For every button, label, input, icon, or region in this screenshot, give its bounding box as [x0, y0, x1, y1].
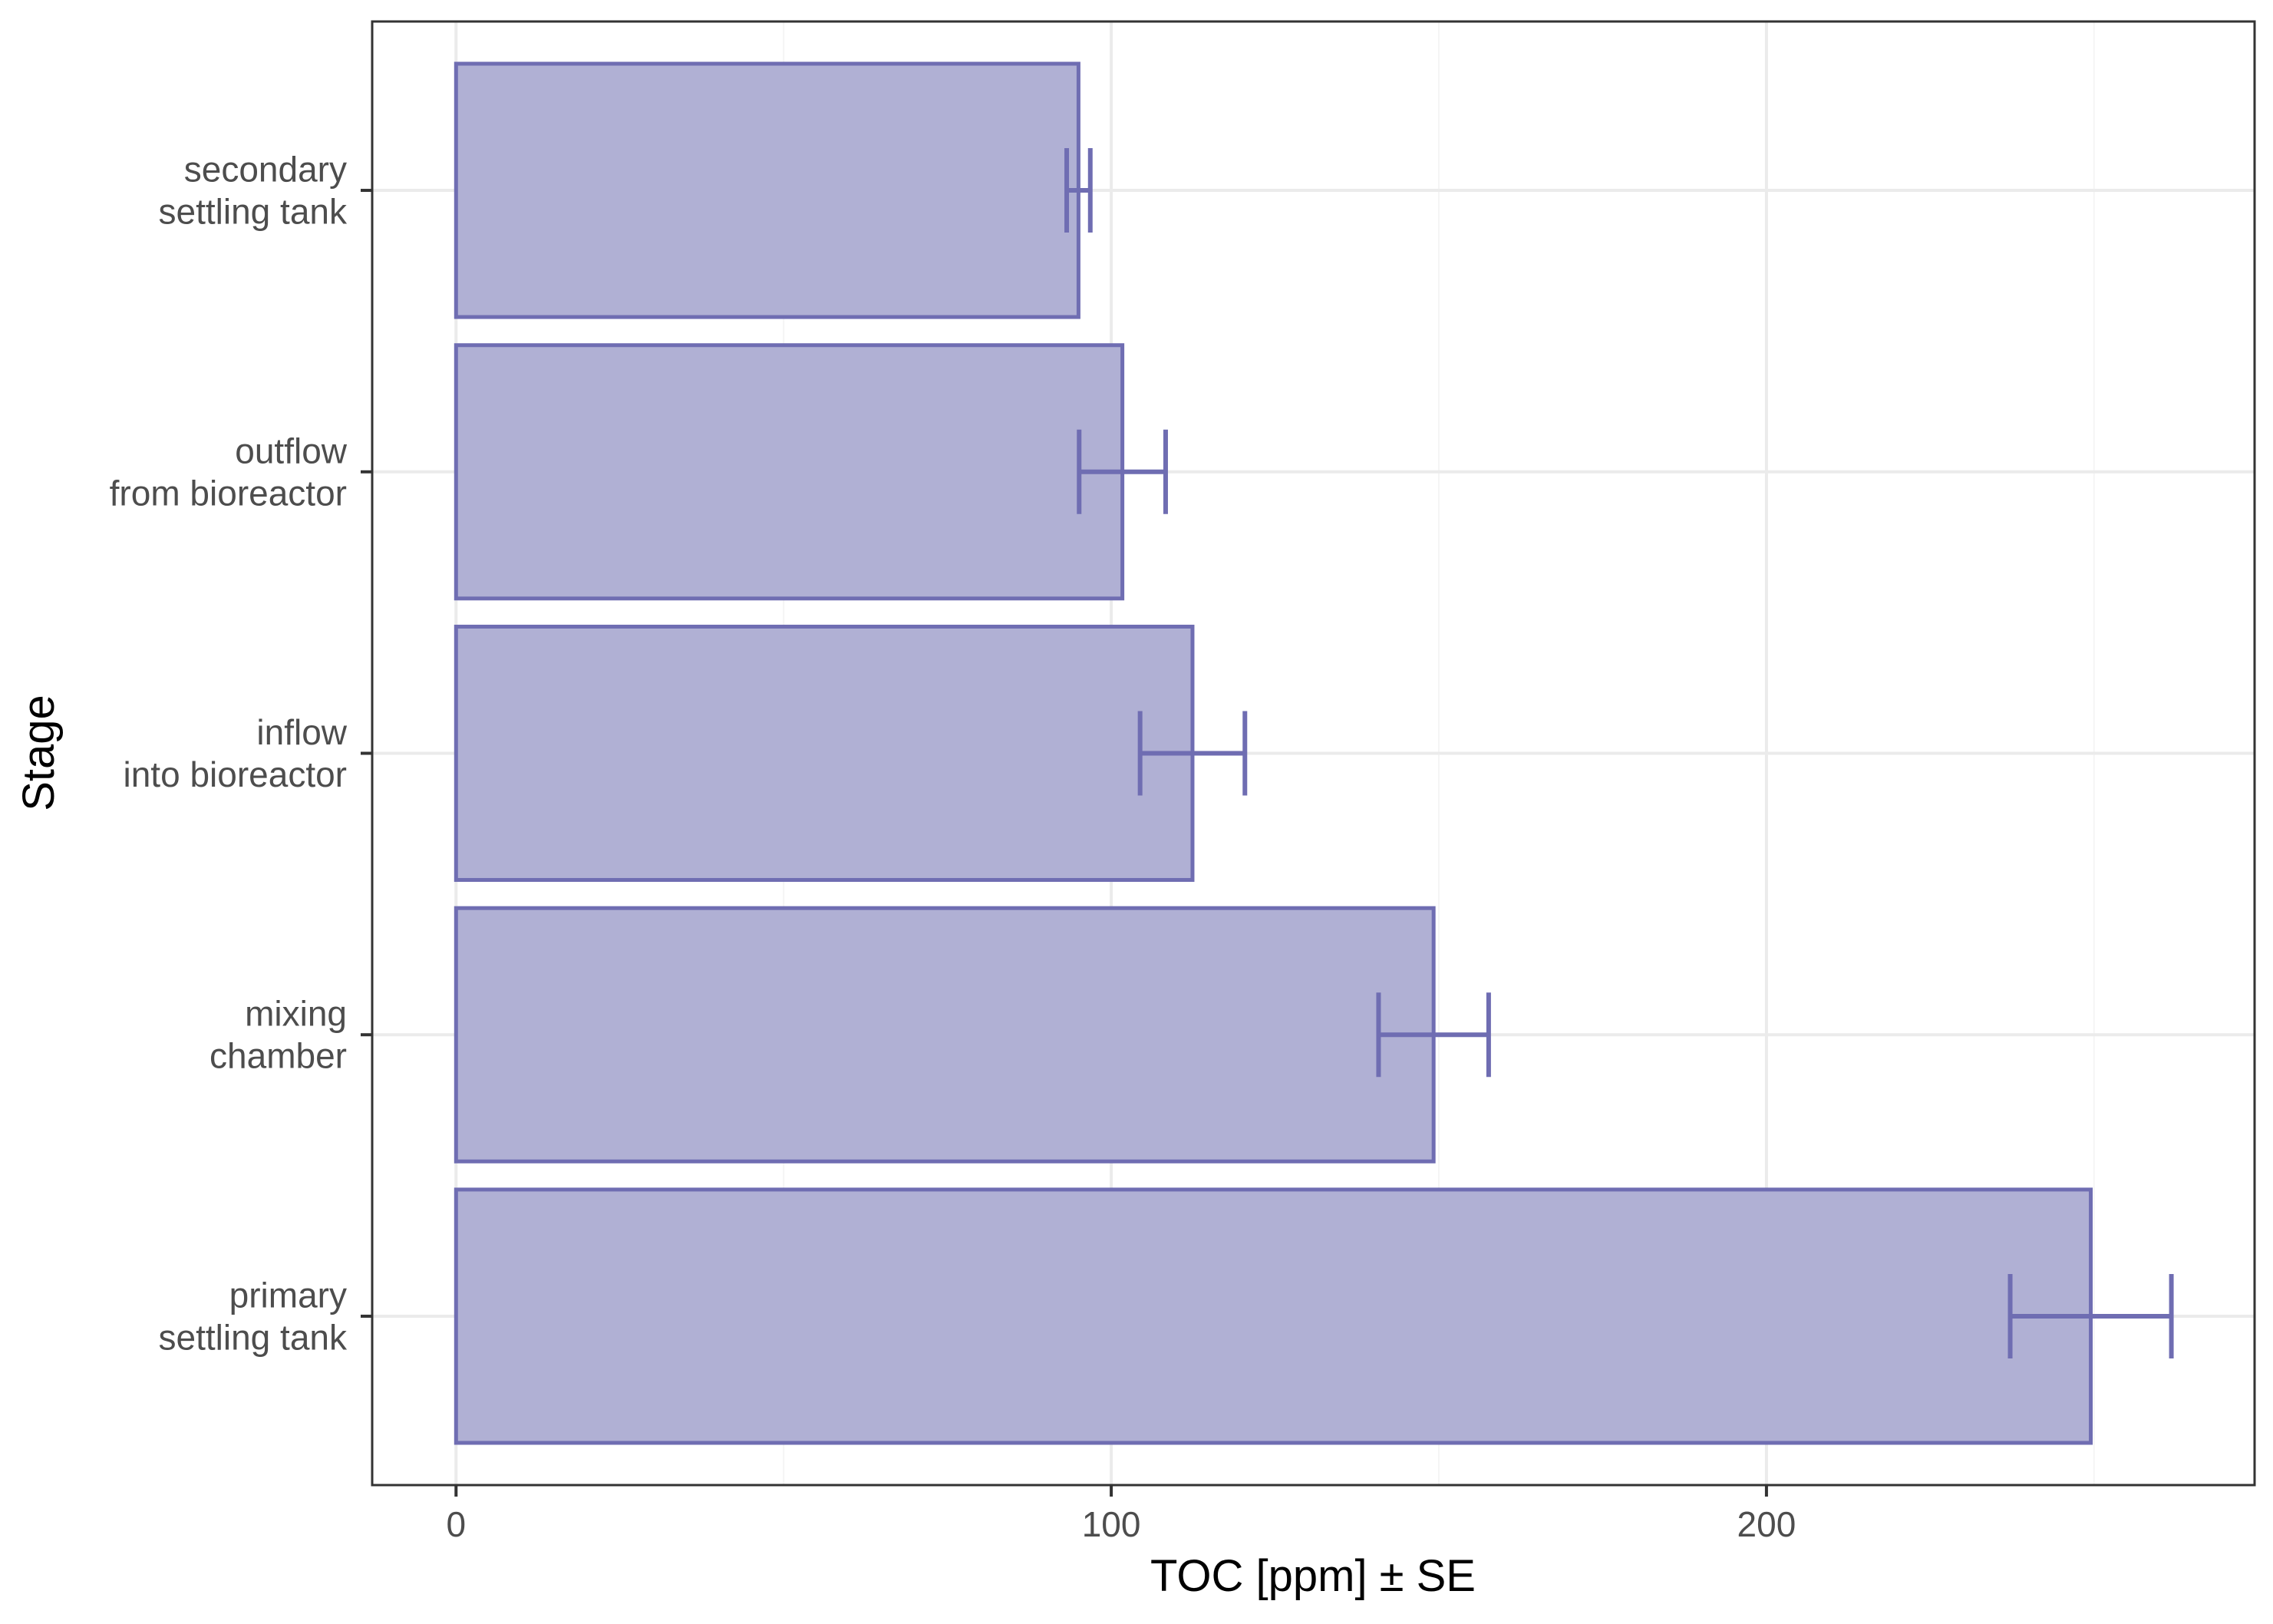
error-bar [1137, 711, 1248, 796]
y-tick-label: outflow from bioreactor [110, 431, 348, 513]
y-tick-label: primary settling tank [159, 1275, 348, 1357]
error-bar [2007, 1273, 2174, 1358]
x-axis-title: TOC [ppm] ± SE [1150, 1551, 1476, 1601]
error-bar [1077, 429, 1168, 514]
bar [454, 343, 1125, 601]
bars [454, 61, 2093, 1445]
bar [454, 61, 1080, 319]
bar [454, 906, 1436, 1164]
y-tick-label-line: chamber [209, 1036, 347, 1076]
y-tick-label-line: inflow [256, 712, 347, 752]
x-axis-ticks: 0 100 200 [446, 1485, 1796, 1544]
y-tick-label-line: secondary [184, 150, 347, 190]
y-tick-label-line: settling tank [159, 192, 348, 232]
y-tick-label-line: into bioreactor [124, 754, 348, 794]
x-tick-label: 200 [1737, 1504, 1796, 1544]
error-bar [1376, 992, 1491, 1078]
error-bar [1064, 148, 1093, 233]
bar [454, 624, 1195, 883]
y-tick-label: mixing chamber [209, 994, 347, 1076]
bar [454, 1187, 2093, 1445]
y-tick-label-line: primary [229, 1275, 347, 1315]
y-tick-label-line: outflow [235, 431, 348, 470]
y-tick-label-line: settling tank [159, 1317, 348, 1357]
y-tick-label: secondary settling tank [159, 150, 348, 232]
x-tick-label: 100 [1082, 1504, 1141, 1544]
y-tick-label-line: from bioreactor [110, 473, 347, 513]
error-bars [1064, 148, 2174, 1358]
y-tick-label-line: mixing [245, 994, 347, 1034]
y-axis-title: Stage [14, 695, 64, 811]
x-tick-label: 0 [446, 1504, 466, 1544]
y-tick-label: inflow into bioreactor [124, 712, 348, 794]
